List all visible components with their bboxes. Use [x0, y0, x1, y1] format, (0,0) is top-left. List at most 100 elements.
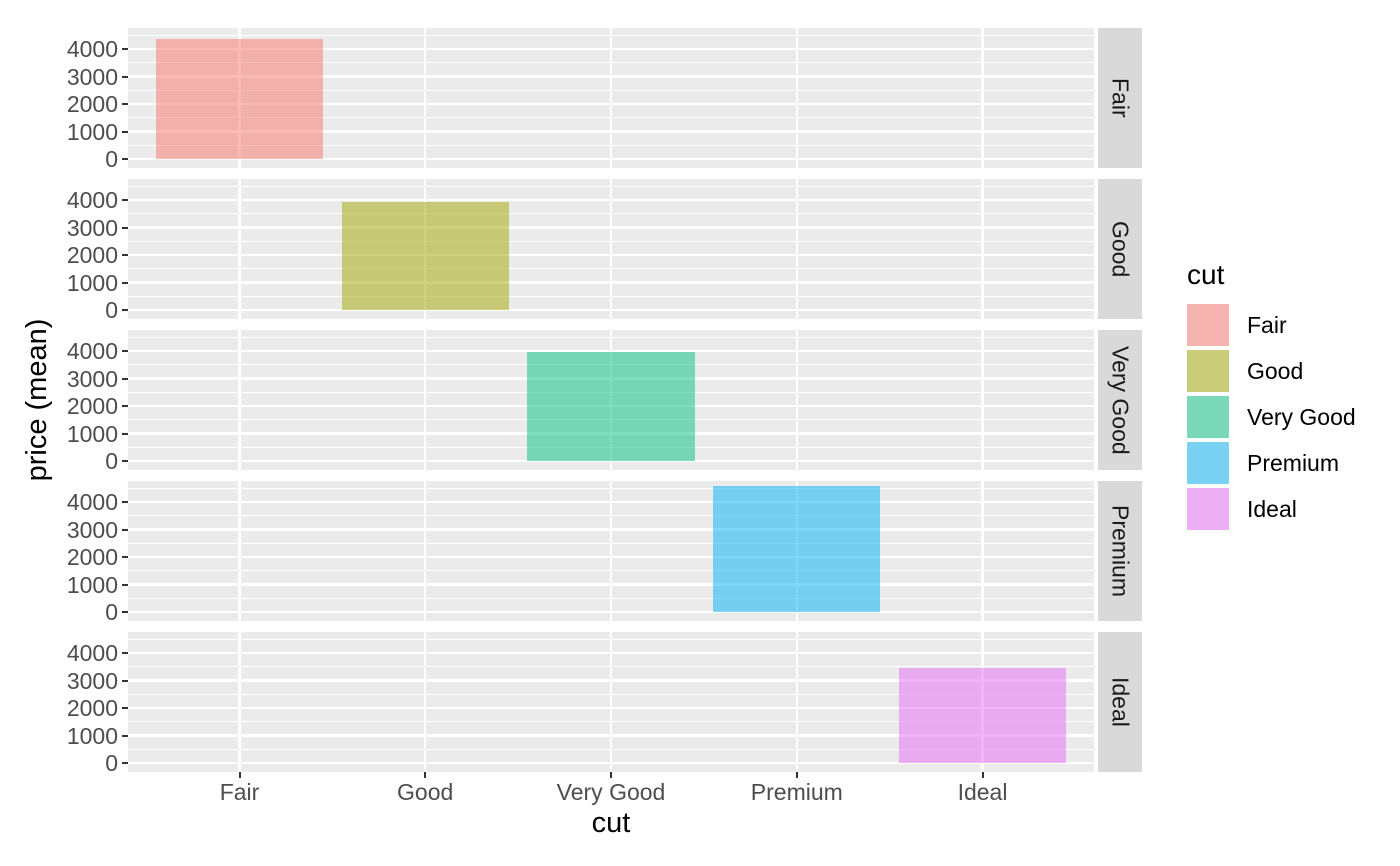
y-tick-label: 4000: [66, 187, 118, 213]
x-tick-mark: [424, 772, 427, 778]
y-tick-label: 2000: [66, 242, 118, 268]
y-tick-label: 1000: [66, 722, 118, 749]
y-axis-title: price (mean): [21, 318, 53, 482]
x-tick-label: Premium: [750, 779, 843, 805]
legend-entry: Good: [1187, 350, 1356, 392]
bar: [341, 201, 509, 310]
y-tick-mark: [122, 158, 128, 160]
bar: [713, 485, 881, 612]
x-tick-label: Very Good: [556, 779, 666, 805]
facet-panel: [128, 330, 1094, 470]
y-tick-mark: [122, 309, 128, 311]
y-tick-label: 1000: [66, 269, 118, 296]
bar: [155, 39, 324, 159]
legend-key-swatch: [1187, 304, 1229, 346]
legend-key-fill: [1187, 442, 1229, 484]
y-tick-mark: [122, 254, 128, 256]
legend-label: Good: [1247, 357, 1304, 384]
major-gridline-vertical: [795, 28, 798, 168]
legend-key-swatch: [1187, 350, 1229, 392]
y-tick-mark: [122, 377, 128, 380]
y-tick-mark: [122, 432, 128, 435]
legend-key-fill: [1187, 304, 1229, 346]
major-gridline-vertical: [609, 632, 613, 772]
y-tick-mark: [122, 583, 128, 586]
facet-panel: [128, 179, 1094, 319]
x-tick-label: Fair: [219, 779, 260, 805]
y-tick-mark: [122, 405, 128, 407]
major-gridline-vertical: [424, 632, 427, 772]
y-tick-label: 2000: [66, 393, 118, 419]
x-axis-title: cut: [591, 807, 631, 839]
major-gridline-vertical: [609, 179, 613, 319]
y-tick-mark: [122, 199, 128, 201]
y-tick-label: 1000: [66, 571, 118, 598]
y-tick-mark: [122, 281, 128, 284]
legend-key-fill: [1187, 488, 1229, 530]
y-tick-mark: [122, 762, 128, 764]
legend: cut Fair Good Very Good Premium Ideal: [1187, 258, 1356, 534]
facet-strip: Fair: [1098, 28, 1142, 168]
major-gridline-vertical: [981, 28, 984, 168]
y-tick-mark: [122, 528, 128, 531]
y-tick-label: 3000: [66, 214, 118, 241]
legend-entry: Fair: [1187, 304, 1356, 346]
legend-label: Fair: [1247, 311, 1287, 338]
y-tick-mark: [122, 679, 128, 682]
y-tick-label: 3000: [66, 63, 118, 90]
facet-panel: [128, 28, 1094, 168]
y-tick-label: 4000: [66, 489, 118, 515]
y-tick-mark: [122, 226, 128, 229]
major-gridline-vertical: [795, 330, 798, 470]
y-tick-mark: [122, 652, 128, 654]
y-tick-mark: [122, 707, 128, 709]
legend-entries: Fair Good Very Good Premium Ideal: [1187, 304, 1356, 530]
legend-key-fill: [1187, 396, 1229, 438]
x-tick-label: Good: [397, 779, 454, 805]
y-tick-mark: [122, 48, 128, 50]
y-tick-label: 3000: [66, 516, 118, 543]
y-tick-label: 4000: [66, 36, 118, 62]
y-tick-label: 3000: [66, 667, 118, 694]
facet-strip: Very Good: [1098, 330, 1142, 470]
major-gridline-vertical: [981, 481, 984, 621]
legend-key-swatch: [1187, 442, 1229, 484]
y-tick-label: 4000: [66, 640, 118, 666]
x-tick-mark: [795, 772, 798, 778]
legend-key-fill: [1187, 350, 1229, 392]
x-tick-mark: [981, 772, 984, 778]
y-tick-label: 0: [105, 750, 118, 776]
y-tick-label: 1000: [66, 420, 118, 447]
y-tick-label: 0: [105, 297, 118, 323]
y-tick-label: 0: [105, 599, 118, 625]
y-tick-label: 3000: [66, 365, 118, 392]
facet-strip: Good: [1098, 179, 1142, 319]
facet-strip: Premium: [1098, 481, 1142, 621]
major-gridline-vertical: [609, 481, 613, 621]
major-gridline-vertical: [981, 179, 984, 319]
y-tick-label: 0: [105, 146, 118, 172]
legend-label: Ideal: [1247, 495, 1297, 522]
legend-title: cut: [1187, 259, 1225, 290]
facet-strip-label: Premium: [1107, 504, 1134, 597]
x-tick-label: Ideal: [957, 779, 1008, 805]
major-gridline-vertical: [238, 179, 241, 319]
legend-entry: Premium: [1187, 442, 1356, 484]
y-tick-mark: [122, 611, 128, 613]
major-gridline-vertical: [981, 330, 984, 470]
y-tick-label: 0: [105, 448, 118, 474]
y-tick-label: 2000: [66, 544, 118, 570]
y-tick-mark: [122, 734, 128, 737]
y-tick-mark: [122, 350, 128, 352]
major-gridline-vertical: [424, 481, 427, 621]
major-gridline-vertical: [795, 632, 798, 772]
facet-strip-label: Very Good: [1107, 345, 1134, 455]
y-tick-mark: [122, 556, 128, 558]
facet-strip-label: Ideal: [1107, 677, 1134, 727]
y-tick-mark: [122, 75, 128, 78]
y-tick-mark: [122, 501, 128, 503]
major-gridline-vertical: [795, 179, 798, 319]
major-gridline-vertical: [424, 28, 427, 168]
bar: [898, 667, 1067, 763]
